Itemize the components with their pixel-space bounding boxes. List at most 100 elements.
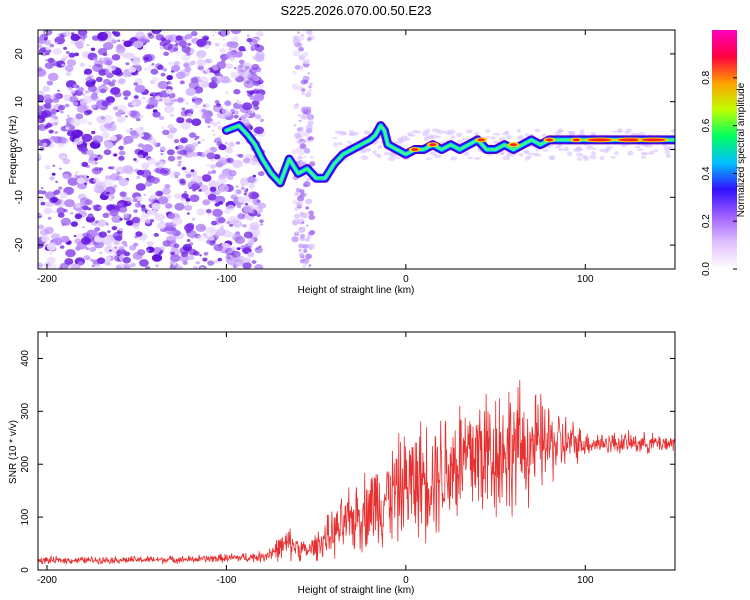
noise-blob xyxy=(49,117,60,126)
noise-blob xyxy=(89,78,94,82)
noise-blob xyxy=(139,115,144,119)
noise-blob xyxy=(187,255,195,261)
bottom-xlabel: Height of straight line (km) xyxy=(298,585,415,596)
noise-blob xyxy=(157,196,169,205)
noise-blob xyxy=(434,154,442,158)
noise-blob xyxy=(456,132,463,137)
noise-blob xyxy=(89,246,97,252)
noise-blob xyxy=(258,202,267,209)
noise-blob xyxy=(196,151,203,157)
noise-blob xyxy=(156,222,166,230)
spectrogram-ridge xyxy=(221,121,675,188)
noise-blob xyxy=(207,171,212,175)
noise-blob xyxy=(217,125,224,131)
noise-blob xyxy=(186,212,190,215)
noise-blob xyxy=(139,133,144,138)
noise-blob xyxy=(207,193,217,201)
noise-blob xyxy=(294,207,299,212)
noise-blob xyxy=(207,125,211,128)
noise-blob xyxy=(44,164,51,170)
noise-blob xyxy=(63,46,68,50)
noise-blob xyxy=(38,224,45,230)
noise-blob xyxy=(105,255,112,261)
noise-blob xyxy=(52,98,59,103)
noise-blob xyxy=(308,214,316,220)
noise-blob xyxy=(92,234,96,237)
noise-blob xyxy=(201,108,207,113)
noise-blob xyxy=(184,66,192,72)
noise-blob xyxy=(160,152,164,156)
noise-blob xyxy=(217,157,229,166)
noise-blob xyxy=(228,142,235,148)
noise-blob xyxy=(40,187,44,190)
noise-blob xyxy=(118,155,125,161)
noise-blob xyxy=(237,205,242,209)
noise-blob xyxy=(119,191,127,197)
noise-blob xyxy=(176,51,181,55)
noise-blob xyxy=(243,205,254,213)
noise-blob xyxy=(149,219,155,223)
noise-blob xyxy=(374,153,382,157)
noise-blob xyxy=(242,48,246,52)
noise-blob xyxy=(125,62,130,66)
noise-blob xyxy=(142,144,154,153)
noise-blob xyxy=(137,154,144,159)
noise-blob xyxy=(91,167,102,175)
noise-blob xyxy=(105,240,113,247)
noise-blob xyxy=(309,155,315,160)
noise-blob xyxy=(133,198,138,202)
noise-blob xyxy=(222,38,226,41)
noise-blob xyxy=(299,85,304,90)
noise-blob xyxy=(164,184,171,189)
noise-blob xyxy=(122,52,131,59)
noise-blob xyxy=(38,262,44,269)
noise-blob xyxy=(175,71,186,80)
noise-blob xyxy=(297,141,301,144)
noise-blob xyxy=(167,134,174,139)
noise-blob xyxy=(80,236,92,245)
noise-blob xyxy=(56,109,60,113)
noise-blob xyxy=(174,202,185,211)
noise-blob xyxy=(103,42,114,50)
noise-blob xyxy=(106,36,115,43)
noise-blob xyxy=(293,213,301,219)
colorbar-tick-label: 0.4 xyxy=(701,166,712,180)
noise-blob xyxy=(302,244,309,249)
noise-blob xyxy=(625,128,632,133)
noise-blob xyxy=(173,98,178,102)
noise-blob xyxy=(97,84,109,93)
noise-blob xyxy=(116,104,128,114)
noise-blob xyxy=(39,229,49,236)
noise-blob xyxy=(119,218,123,221)
ridge-hotspot-core xyxy=(587,138,612,142)
noise-blob xyxy=(170,227,177,232)
noise-blob xyxy=(440,140,445,145)
noise-blob xyxy=(205,226,217,235)
noise-blob xyxy=(146,157,157,165)
y-tick-label: 200 xyxy=(20,455,31,472)
y-tick-label: -10 xyxy=(14,190,25,205)
noise-blob xyxy=(404,137,410,142)
noise-blob xyxy=(235,231,241,236)
noise-blob xyxy=(610,155,616,159)
noise-blob xyxy=(92,135,104,144)
noise-blob xyxy=(185,198,191,202)
noise-blob xyxy=(163,51,170,56)
noise-blob xyxy=(187,42,192,46)
noise-blob xyxy=(190,60,196,66)
noise-blob xyxy=(179,115,184,119)
noise-blob xyxy=(97,31,108,41)
noise-blob xyxy=(387,151,396,157)
noise-blob xyxy=(301,221,305,224)
noise-blob xyxy=(244,202,249,206)
noise-blob xyxy=(130,262,136,268)
noise-blob xyxy=(591,151,596,156)
noise-blob xyxy=(60,235,70,243)
snr-frame xyxy=(37,331,676,571)
noise-blob xyxy=(151,202,161,210)
noise-blob xyxy=(197,234,206,241)
noise-blob xyxy=(181,251,189,258)
noise-blob xyxy=(138,35,149,44)
noise-blob xyxy=(246,37,253,43)
noise-blob xyxy=(44,262,51,268)
